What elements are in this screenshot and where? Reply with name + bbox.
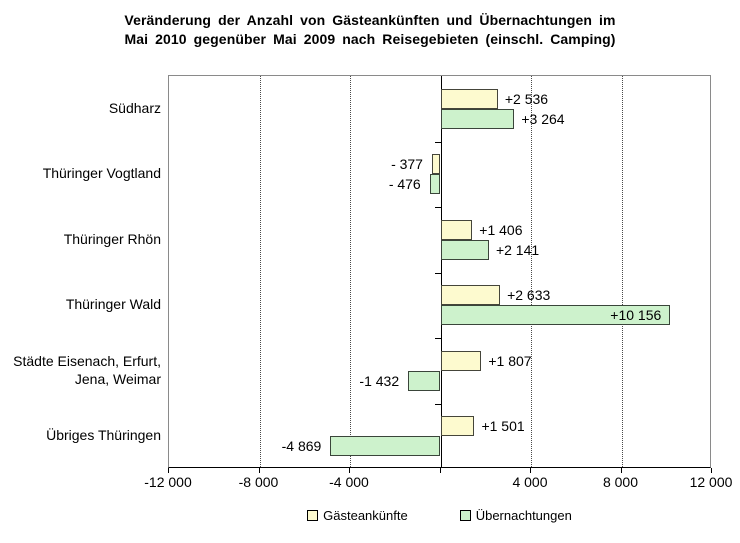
category-label-line: Thüringer Rhön bbox=[63, 230, 161, 247]
x-axis-tick bbox=[258, 468, 260, 473]
value-label: +1 501 bbox=[481, 418, 525, 435]
x-axis-tick bbox=[530, 468, 531, 473]
category-label: Thüringer Vogtland bbox=[0, 141, 161, 207]
category-tick bbox=[434, 207, 441, 208]
legend-item-gaesteankuenfte: Gästeankünfte bbox=[307, 508, 408, 523]
bar-gaesteankuenfte bbox=[440, 285, 501, 306]
category-label: Städte Eisenach, Erfurt, Jena, Weimar bbox=[0, 337, 161, 403]
x-axis-tick bbox=[168, 468, 169, 473]
x-axis-tick bbox=[711, 468, 712, 473]
bar-uebernachtungen bbox=[440, 305, 671, 326]
bar-uebernachtungen bbox=[408, 370, 441, 391]
chart-title-line-1: Veränderung der Anzahl von Gästeankünfte… bbox=[124, 12, 616, 28]
x-axis-tick bbox=[349, 468, 350, 473]
bar-gaesteankuenfte bbox=[431, 154, 441, 175]
category-label: Südharz bbox=[0, 75, 161, 141]
x-axis-tick-label: 8 000 bbox=[602, 474, 639, 490]
x-axis-tick-label: 4 000 bbox=[512, 474, 548, 490]
gridline bbox=[531, 76, 532, 467]
value-label: +10 156 bbox=[610, 307, 662, 324]
bar-uebernachtungen bbox=[440, 108, 515, 129]
gridline bbox=[350, 76, 351, 467]
value-label: +2 633 bbox=[507, 287, 551, 304]
value-label: +1 406 bbox=[479, 221, 523, 238]
x-axis-tick-label: 12 000 bbox=[689, 474, 733, 490]
value-label: +1 807 bbox=[488, 352, 532, 369]
bar-gaesteankuenfte bbox=[440, 350, 482, 371]
value-label: +3 264 bbox=[521, 110, 565, 127]
category-label-line: Übriges Thüringen bbox=[46, 427, 161, 444]
value-label: +2 536 bbox=[504, 90, 549, 107]
category-tick bbox=[434, 403, 441, 405]
value-label: +2 141 bbox=[495, 241, 540, 258]
bar-gaesteankuenfte bbox=[440, 219, 473, 240]
legend-marker-uebernachtungen-icon bbox=[459, 510, 471, 521]
category-tick bbox=[434, 141, 441, 143]
category-label: Thüringer Rhön bbox=[0, 206, 161, 272]
bar-uebernachtungen bbox=[440, 239, 489, 260]
category-label-line: Südharz bbox=[108, 99, 161, 116]
category-label: Übriges Thüringen bbox=[0, 403, 161, 469]
value-label: - 476 bbox=[388, 176, 421, 193]
legend-label-gaesteankuenfte: Gästeankünfte bbox=[323, 508, 408, 523]
gridline bbox=[621, 76, 623, 467]
legend-item-uebernachtungen: Übernachtungen bbox=[459, 508, 572, 523]
bar-gaesteankuenfte bbox=[440, 88, 498, 109]
legend-label-uebernachtungen: Übernachtungen bbox=[475, 508, 572, 523]
category-label-line: Thüringer Vogtland bbox=[42, 165, 161, 182]
category-tick bbox=[434, 338, 441, 339]
chart-title-line-2: Mai 2010 gegenüber Mai 2009 nach Reisege… bbox=[124, 31, 616, 47]
bar-uebernachtungen bbox=[330, 436, 441, 457]
category-label: Thüringer Wald bbox=[0, 272, 161, 338]
zero-axis bbox=[440, 76, 442, 467]
x-axis-tick-label: -8 000 bbox=[238, 474, 279, 490]
legend: Gästeankünfte Übernachtungen bbox=[168, 508, 711, 523]
bar-uebernachtungen bbox=[429, 174, 441, 195]
chart-title: Veränderung der Anzahl von Gästeankünfte… bbox=[0, 11, 740, 49]
x-axis-tick bbox=[620, 468, 622, 473]
value-label: -4 869 bbox=[281, 438, 322, 455]
x-axis-tick-label: -4 000 bbox=[329, 474, 369, 490]
category-label-line: Thüringer Wald bbox=[65, 296, 161, 313]
plot-area: +2 536 - 377 +1 406 +2 633 +1 807 +1 501 +3 26… bbox=[168, 75, 711, 468]
legend-marker-gaesteankuenfte-icon bbox=[307, 510, 319, 521]
gridline bbox=[259, 76, 261, 467]
value-label: - 377 bbox=[391, 156, 423, 173]
x-axis-tick-label: -12 000 bbox=[144, 474, 192, 490]
category-label-line: Städte Eisenach, Erfurt, bbox=[13, 352, 161, 369]
bar-gaesteankuenfte bbox=[440, 416, 475, 437]
category-label-line: Jena, Weimar bbox=[74, 370, 161, 387]
x-axis-tick bbox=[439, 468, 441, 473]
category-tick bbox=[434, 272, 441, 274]
value-label: -1 432 bbox=[359, 372, 400, 389]
